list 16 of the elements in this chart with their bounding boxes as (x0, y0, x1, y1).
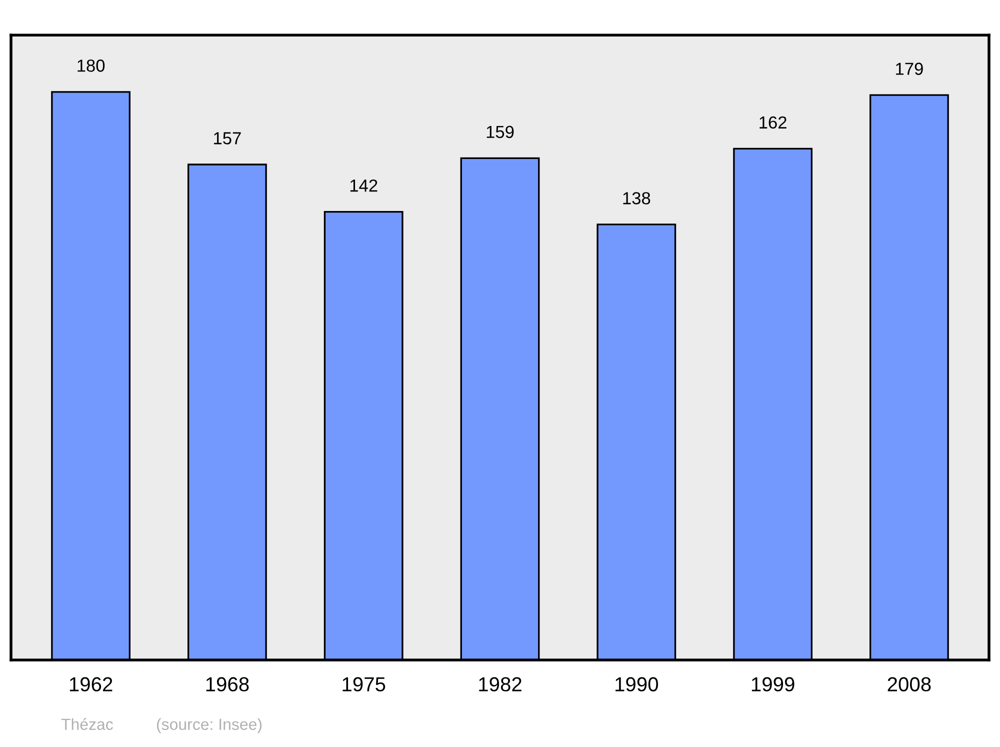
data-label: 179 (896, 62, 923, 75)
x-tick-label: 1968 (206, 677, 249, 692)
x-tick-label: 1982 (479, 677, 522, 692)
data-label: 157 (214, 132, 241, 144)
x-tick-label: 2008 (888, 677, 931, 692)
text: Thézac (61, 718, 113, 730)
data-label: 162 (760, 116, 786, 129)
x-tick-label: 1990 (616, 677, 658, 692)
data-label: 159 (486, 126, 514, 138)
x-tick-label: 1962 (70, 677, 112, 692)
data-label: 180 (78, 60, 105, 72)
x-tick-label: 1999 (752, 677, 794, 692)
data-label: 138 (623, 192, 650, 204)
text: (source: Insee) (156, 718, 262, 734)
x-tick-label: 1975 (342, 677, 386, 692)
data-label: 142 (350, 179, 378, 192)
